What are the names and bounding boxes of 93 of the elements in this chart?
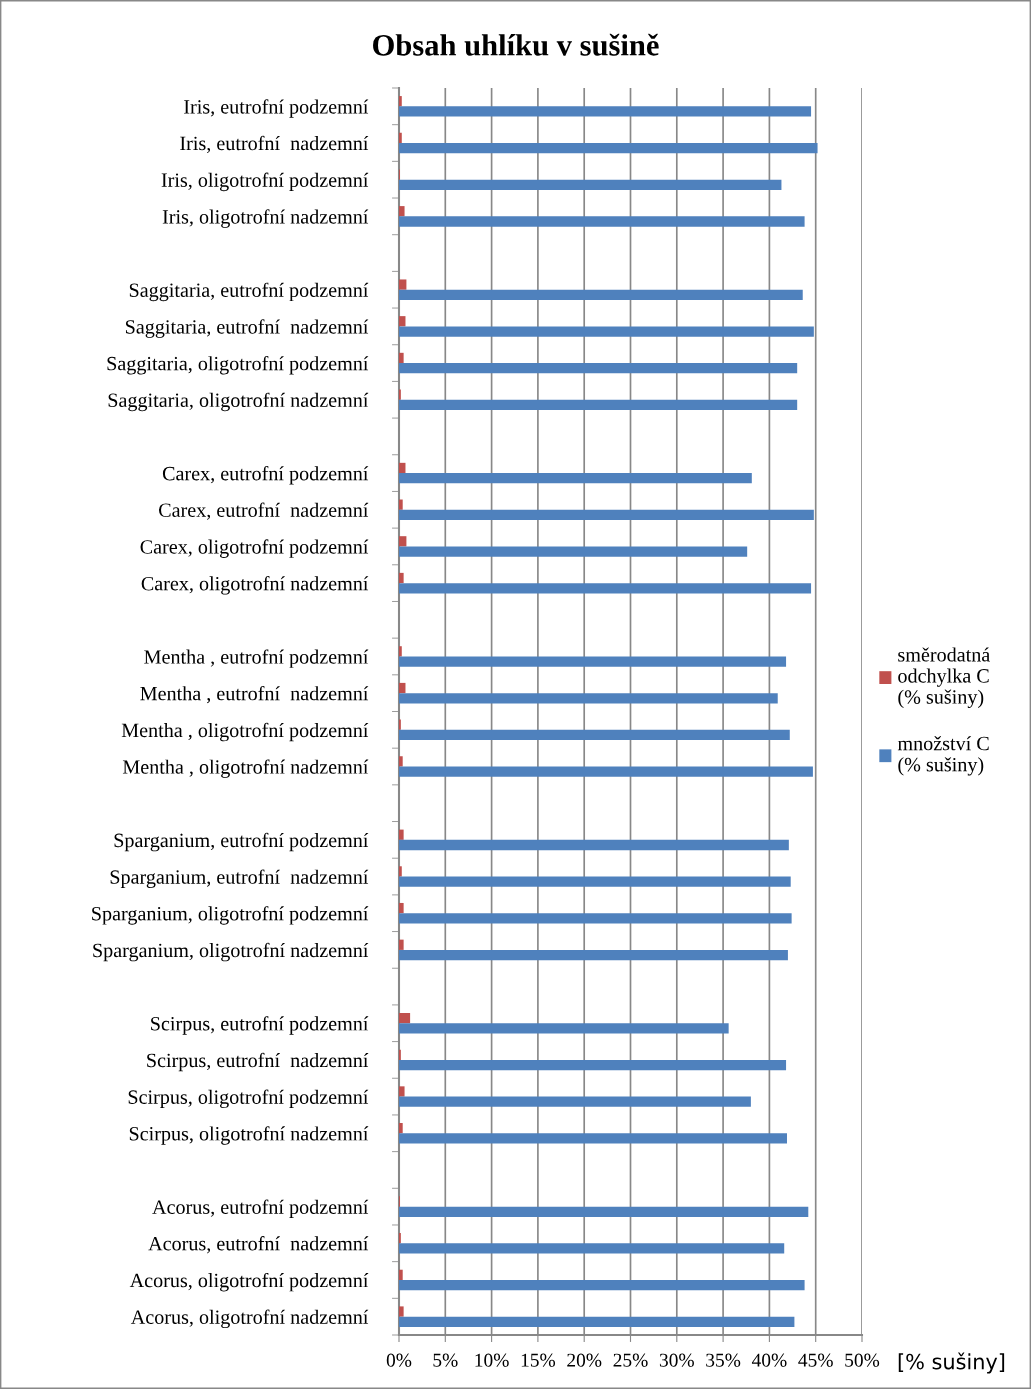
bar xyxy=(399,939,404,950)
bar xyxy=(399,866,402,877)
bar xyxy=(399,132,402,144)
bar xyxy=(399,693,778,704)
bar xyxy=(399,949,788,961)
bar xyxy=(399,206,405,217)
x-tick-label: 45% xyxy=(798,1353,833,1367)
chart-title: Obsah uhlíku v sušině xyxy=(373,33,659,56)
bar xyxy=(399,1269,403,1280)
bar xyxy=(399,1279,805,1291)
bar xyxy=(399,462,406,474)
bar xyxy=(399,316,406,327)
bar xyxy=(399,1023,729,1034)
y-tick-label: Iris, eutrofní nadzemní xyxy=(180,135,369,154)
bar xyxy=(399,829,404,840)
y-tick-label: Iris, oligotrofní podzemní xyxy=(161,172,369,192)
y-tick-label: Sparganium, eutrofní podzemní xyxy=(114,832,369,852)
y-tick-label: Saggitaria, oligotrofní nadzemní xyxy=(108,392,369,412)
y-tick-label: Sparganium, oligotrofní podzemní xyxy=(92,906,369,925)
x-axis-title: [% sušiny] xyxy=(898,1352,1005,1374)
y-tick-label: Carex, oligotrofní podzemní xyxy=(140,539,369,558)
x-tick-label: 35% xyxy=(706,1353,741,1367)
y-tick-label: Acorus, oligotrofní nadzemní xyxy=(130,1309,369,1329)
bar xyxy=(399,1012,411,1024)
bar xyxy=(399,766,813,777)
bar xyxy=(399,646,402,657)
bar xyxy=(399,1306,404,1317)
x-tick-label: 10% xyxy=(475,1353,509,1367)
y-tick-label: Scirpus, oligotrofní podzemní xyxy=(128,1089,369,1109)
x-tick-label: 0% xyxy=(386,1353,412,1367)
bar xyxy=(399,509,814,521)
bar xyxy=(399,756,403,767)
bar xyxy=(399,656,787,667)
bar xyxy=(399,352,404,364)
bar xyxy=(399,143,818,154)
y-tick-label: Sparganium, oligotrofní nadzemní xyxy=(93,942,369,962)
bar xyxy=(399,536,407,547)
y-tick-label: Iris, oligotrofní nadzemní xyxy=(162,209,369,228)
x-tick-label: 30% xyxy=(659,1353,694,1367)
bar xyxy=(399,1086,405,1097)
y-tick-label: Saggitaria, eutrofní podzemní xyxy=(129,282,369,302)
y-tick-label: Saggitaria, oligotrofní podzemní xyxy=(107,355,369,375)
bar xyxy=(399,1133,787,1144)
bar xyxy=(399,572,404,584)
y-tick-label: Iris, eutrofní podzemní xyxy=(184,99,369,118)
bar xyxy=(399,106,812,117)
legend-label: množství C (% sušiny) xyxy=(897,736,989,776)
y-tick-label: Carex, oligotrofní nadzemní xyxy=(141,576,369,595)
bar xyxy=(399,729,790,741)
x-tick-label: 15% xyxy=(521,1353,556,1367)
bar xyxy=(399,1059,787,1071)
bar xyxy=(399,876,791,887)
y-tick-label: Scirpus, eutrofní nadzemní xyxy=(147,1052,369,1072)
bar xyxy=(399,473,752,484)
y-tick-label: Carex, eutrofní podzemní xyxy=(162,466,369,485)
bar xyxy=(399,583,812,594)
bar xyxy=(399,216,805,227)
legend-label: směrodatná odchylka C (% sušiny) xyxy=(898,647,990,708)
y-tick-label: Mentha , oligotrofní nadzemní xyxy=(122,759,369,778)
y-tick-label: Saggitaria, eutrofní nadzemní xyxy=(125,319,369,338)
bar xyxy=(399,1316,795,1327)
bar xyxy=(399,546,748,557)
bar xyxy=(399,682,406,694)
y-tick-label: Acorus, oligotrofní podzemní xyxy=(129,1272,369,1292)
bar xyxy=(399,289,803,300)
bar xyxy=(399,1123,403,1134)
x-tick-label: 5% xyxy=(433,1353,458,1367)
y-tick-label: Sparganium, eutrofní nadzemní xyxy=(110,869,369,888)
bar xyxy=(399,1096,751,1107)
bar xyxy=(399,839,789,851)
x-tick-label: 25% xyxy=(613,1353,648,1367)
bar xyxy=(399,399,798,411)
x-tick-label: 50% xyxy=(845,1353,880,1367)
y-tick-label: Acorus, eutrofní nadzemní xyxy=(148,1236,369,1254)
bar xyxy=(399,1243,785,1254)
bar xyxy=(399,179,782,190)
x-tick-label: 40% xyxy=(751,1353,787,1367)
y-tick-label: Mentha , eutrofní nadzemní xyxy=(140,685,369,704)
y-tick-label: Acorus, eutrofní podzemní xyxy=(152,1199,369,1219)
bar xyxy=(399,1206,809,1217)
bar xyxy=(399,279,407,290)
y-tick-label: Scirpus, eutrofní podzemní xyxy=(151,1016,369,1035)
y-tick-label: Scirpus, oligotrofní nadzemní xyxy=(129,1126,369,1145)
y-tick-label: Mentha , oligotrofní podzemní xyxy=(121,722,369,742)
bar xyxy=(399,363,798,374)
bar xyxy=(399,96,402,107)
bar xyxy=(399,499,403,510)
bar xyxy=(399,913,792,924)
y-tick-label: Mentha , eutrofní podzemní xyxy=(144,649,369,668)
y-tick-label: Carex, eutrofní nadzemní xyxy=(159,502,369,520)
x-tick-label: 20% xyxy=(567,1353,602,1367)
bar xyxy=(399,902,404,914)
bar xyxy=(399,326,814,337)
